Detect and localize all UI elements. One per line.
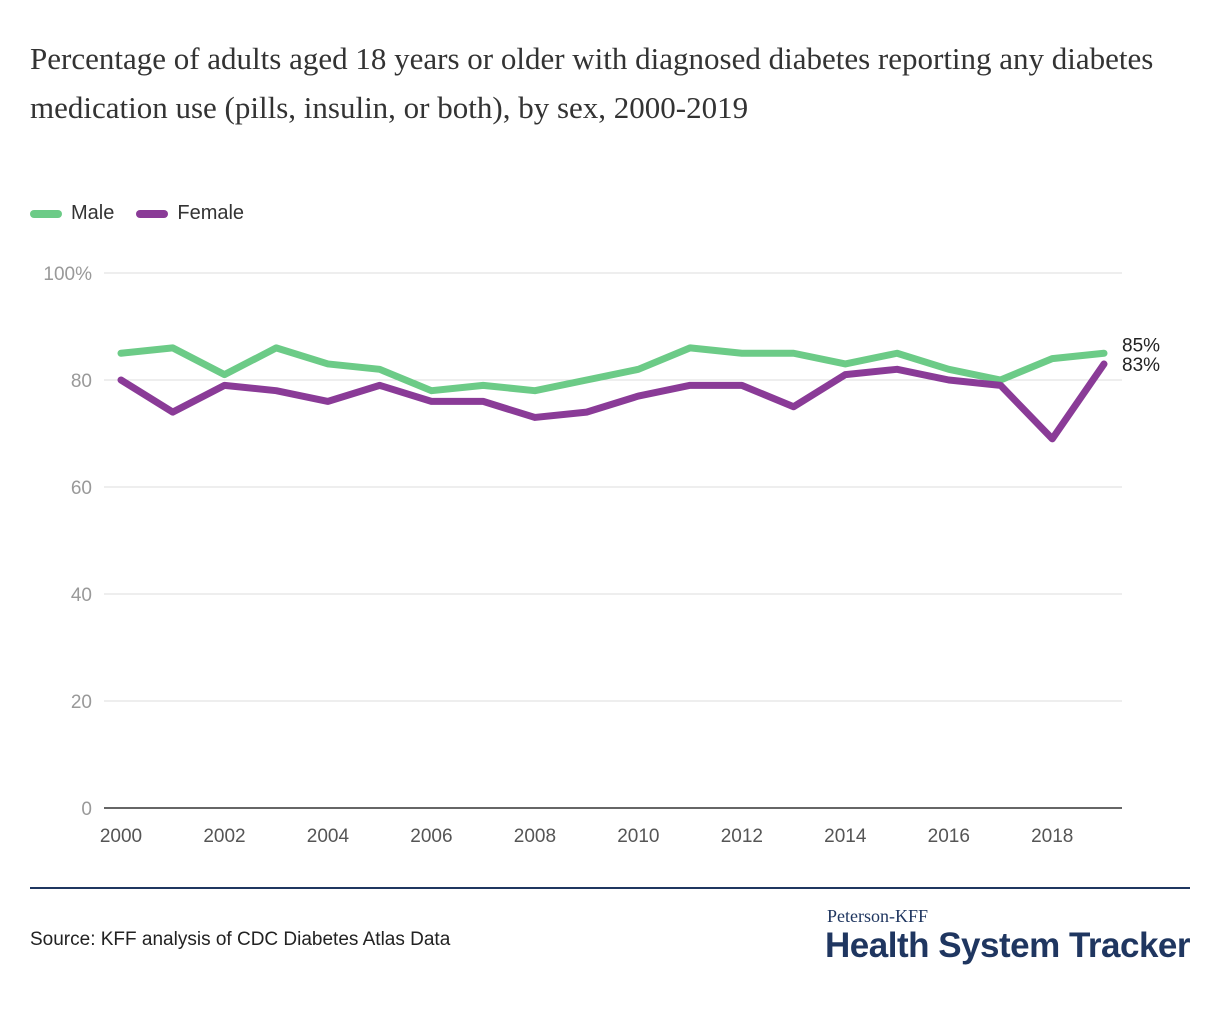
series-line-male — [117, 344, 1108, 395]
y-tick-label-100: 100% — [43, 264, 92, 285]
brand-main-text: Health System Tracker — [825, 926, 1190, 965]
x-tick-label-2018: 2018 — [1031, 826, 1073, 847]
x-tick-label-2004: 2004 — [307, 826, 350, 847]
x-tick-label-2014: 2014 — [824, 826, 867, 847]
legend-swatch-female — [136, 209, 169, 218]
x-tick-label-2016: 2016 — [928, 826, 970, 847]
legend: Male Female — [30, 202, 244, 225]
legend-swatch-male — [30, 209, 62, 218]
y-tick-label-0: 0 — [81, 799, 92, 820]
y-tick-label-40: 40 — [71, 585, 92, 606]
y-tick-label-20: 20 — [71, 692, 92, 713]
series-line-female — [117, 360, 1108, 443]
legend-item-male: Male — [30, 202, 114, 225]
y-tick-label-60: 60 — [71, 478, 92, 499]
x-tick-label-2006: 2006 — [410, 826, 452, 847]
x-tick-label-2010: 2010 — [617, 826, 659, 847]
legend-item-female: Female — [136, 202, 244, 225]
end-label-male: 85% — [1122, 335, 1160, 356]
footer-divider — [30, 887, 1190, 889]
x-tick-label-2000: 2000 — [100, 826, 142, 847]
legend-label-female: Female — [177, 202, 245, 224]
brand-top-text: Peterson-KFF — [827, 906, 929, 926]
y-tick-label-80: 80 — [71, 371, 92, 392]
chart-title: Percentage of adults aged 18 years or ol… — [30, 41, 1154, 125]
brand-logo: Peterson-KFF Health System Tracker — [825, 906, 1190, 965]
x-tick-label-2002: 2002 — [203, 826, 245, 847]
legend-label-male: Male — [71, 202, 115, 224]
line-chart: 0 20 40 60 80 100% 2000 2002 2004 2006 2008 2010 201… — [43, 264, 1160, 847]
x-tick-label-2012: 2012 — [721, 826, 763, 847]
source-note: Source: KFF analysis of CDC Diabetes Atl… — [30, 929, 451, 950]
end-label-female: 83% — [1122, 355, 1160, 376]
x-tick-label-2008: 2008 — [514, 826, 556, 847]
